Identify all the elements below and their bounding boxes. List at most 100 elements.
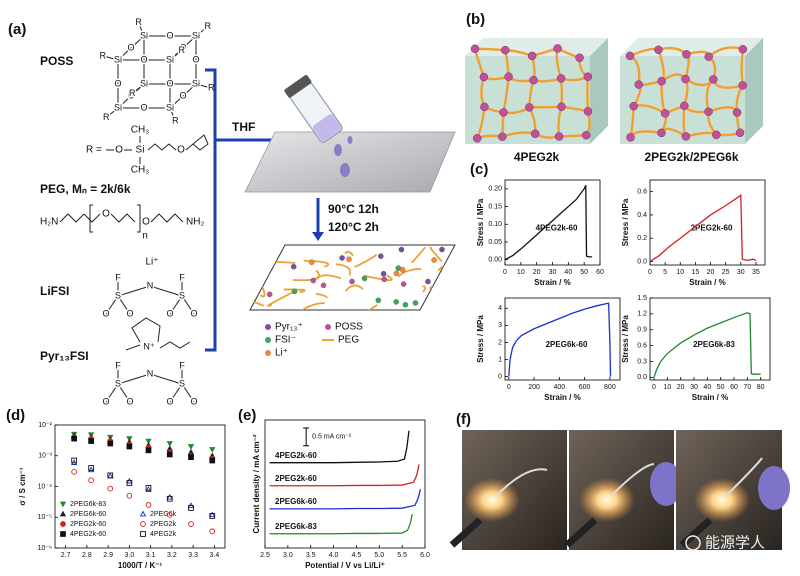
- bond: [117, 35, 145, 61]
- label: 2PEG2k/2PEG6k: [644, 150, 738, 164]
- label: 4PEG2k: [514, 150, 560, 164]
- poss-node: [680, 101, 689, 111]
- label: Pyr₁₃FSI: [40, 349, 89, 363]
- label: 30: [690, 384, 698, 391]
- peg-chain: [250, 250, 260, 262]
- label: 3.0: [125, 552, 135, 559]
- label: O: [115, 145, 123, 156]
- label: Stress / MPa: [476, 315, 485, 363]
- species-dot: [291, 288, 298, 295]
- marker: [209, 447, 216, 453]
- label: 3: [498, 322, 502, 329]
- label: O: [114, 78, 121, 88]
- poss-node: [583, 107, 593, 116]
- label: CH₃: [131, 165, 150, 176]
- box-side: [590, 38, 608, 144]
- label: F: [179, 360, 185, 370]
- species-dot: [393, 270, 400, 277]
- bond: [181, 383, 195, 403]
- bond: [59, 213, 85, 223]
- marker: [59, 501, 67, 508]
- vial-liquid: [312, 114, 341, 142]
- glove: [650, 462, 682, 506]
- marker: [107, 440, 114, 447]
- label: 25: [722, 269, 730, 276]
- peg-chain: [437, 264, 445, 272]
- species-dot: [308, 259, 315, 265]
- label: 0.05: [488, 239, 502, 246]
- torch: [449, 517, 483, 548]
- label: 5: [663, 269, 667, 276]
- species-dot: [290, 263, 297, 270]
- poss-node: [626, 133, 635, 142]
- label: 3.1: [146, 552, 156, 559]
- label: Si: [140, 78, 148, 88]
- bond: [131, 83, 145, 94]
- glass-plate: [244, 131, 456, 193]
- label: 35: [752, 269, 760, 276]
- bond: [89, 204, 93, 233]
- label: R: [103, 112, 110, 122]
- species-dot: [398, 246, 405, 253]
- legend-dot: [265, 337, 271, 343]
- vial: [284, 74, 343, 143]
- label: 400: [553, 384, 565, 391]
- drop: [334, 144, 342, 156]
- marker: [140, 531, 146, 537]
- marker: [107, 485, 114, 492]
- peg-chain: [283, 288, 306, 294]
- label: (c): [470, 161, 488, 178]
- label: 1000/T / K⁻¹: [118, 561, 163, 570]
- label: 3.4: [210, 552, 220, 559]
- label: O: [127, 42, 134, 52]
- label: Strain / %: [689, 278, 725, 287]
- poss-node: [625, 51, 635, 61]
- poss-node: [553, 44, 562, 53]
- label: THF: [232, 120, 255, 134]
- bond: [110, 213, 136, 223]
- marker: [60, 521, 66, 527]
- label: 0.6: [637, 342, 647, 349]
- marker: [126, 480, 133, 486]
- drop: [340, 163, 350, 177]
- label: R: [208, 82, 215, 92]
- label: 2PEG2k-60: [691, 224, 733, 233]
- box-top: [465, 38, 608, 56]
- label: 10⁻⁴: [38, 483, 53, 490]
- poss-node: [634, 80, 643, 89]
- species-dot: [268, 245, 275, 252]
- marker: [88, 477, 94, 484]
- marker: [71, 457, 77, 464]
- label: O: [102, 396, 109, 406]
- bond: [117, 383, 131, 403]
- species-dot: [310, 277, 317, 284]
- watermark-icon: [685, 535, 701, 551]
- polymer-chain: [474, 47, 506, 52]
- bond: [181, 295, 195, 315]
- species-dot: [320, 282, 327, 289]
- label: Si: [166, 54, 174, 64]
- poss-node: [480, 102, 489, 112]
- peg-chain: [292, 269, 320, 282]
- bond: [169, 295, 183, 315]
- label: σ / S cm⁻¹: [18, 467, 27, 505]
- label: 4PEG2k: [150, 531, 177, 538]
- species-dot: [444, 304, 450, 310]
- marker: [145, 485, 152, 491]
- peg-chain: [411, 246, 426, 264]
- label: O: [166, 78, 173, 88]
- label: 2PEG6k-83: [275, 522, 317, 531]
- marker: [188, 454, 194, 461]
- label: 800: [604, 384, 616, 391]
- label: Si: [140, 30, 148, 40]
- arrow-head: [312, 232, 324, 241]
- label: 2PEG2k-60: [275, 474, 317, 483]
- label: 0.9: [637, 327, 647, 334]
- marker: [139, 510, 147, 517]
- label: 2PEG2k-60: [70, 521, 106, 528]
- marker: [209, 511, 216, 518]
- label: 1: [498, 356, 502, 363]
- label: 2PEG6k-83: [693, 340, 735, 349]
- peg-chain: [357, 304, 378, 310]
